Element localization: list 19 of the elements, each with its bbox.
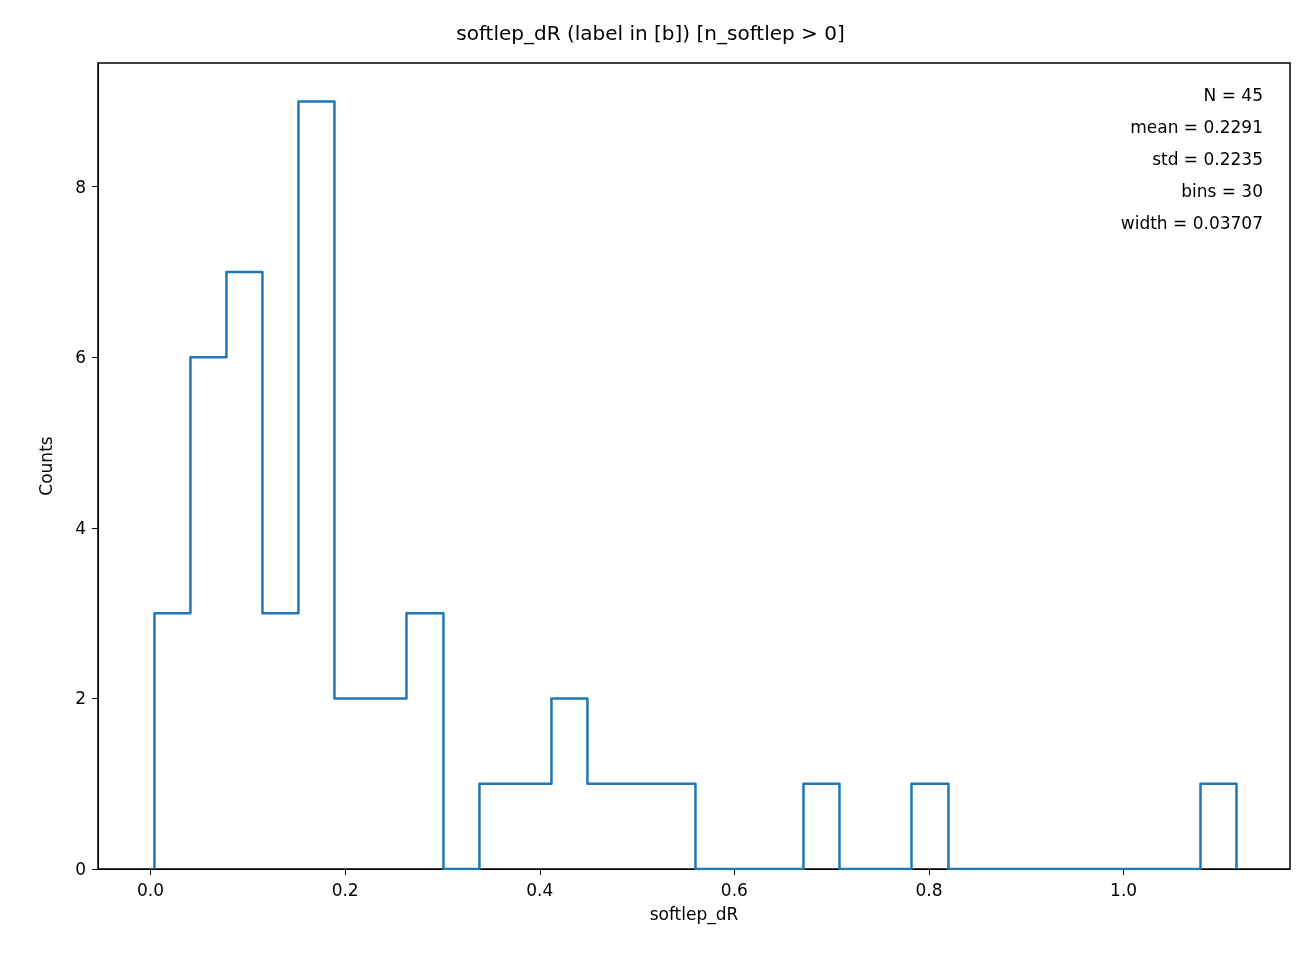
annotation: N = 45 xyxy=(1203,84,1264,105)
annotation: std = 0.2235 xyxy=(1152,148,1264,169)
x-tick-label: 0.4 xyxy=(526,879,554,900)
annotation: bins = 30 xyxy=(1181,180,1264,201)
x-tick-label: 0.6 xyxy=(720,879,748,900)
x-tick-label: 0.0 xyxy=(137,879,165,900)
y-axis-title: Counts xyxy=(35,436,56,496)
y-tick-label: 2 xyxy=(75,688,86,709)
x-axis-title: softlep_dR xyxy=(649,903,739,925)
chart-title: softlep_dR (label in [b]) [n_softlep > 0] xyxy=(456,21,845,45)
y-tick-label: 4 xyxy=(75,517,86,538)
y-tick-label: 8 xyxy=(75,176,86,197)
annotation: mean = 0.2291 xyxy=(1130,116,1263,137)
x-tick-label: 0.8 xyxy=(915,879,943,900)
x-tick-label: 0.2 xyxy=(331,879,359,900)
annotation: width = 0.03707 xyxy=(1120,212,1264,233)
x-tick-label: 1.0 xyxy=(1110,879,1138,900)
y-tick-label: 0 xyxy=(75,859,86,879)
y-tick-label: 6 xyxy=(75,347,86,368)
